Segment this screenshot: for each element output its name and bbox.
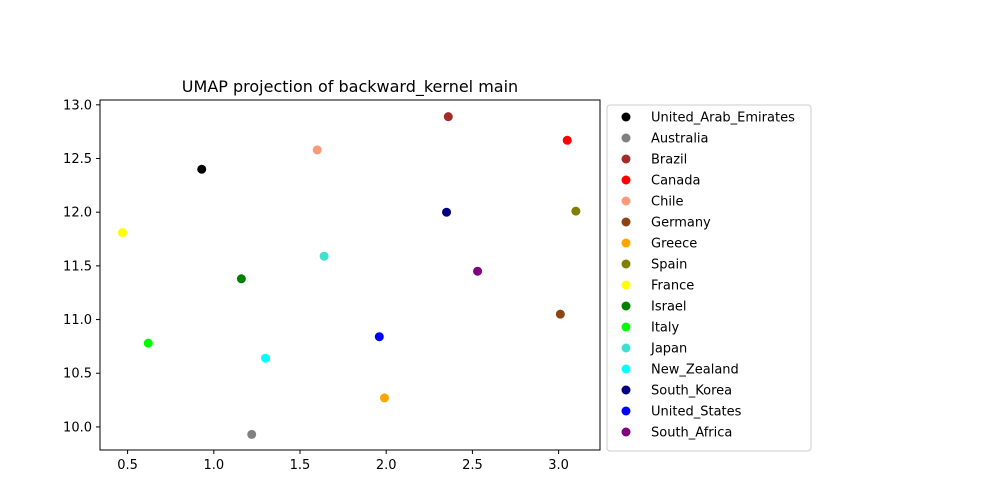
data-point xyxy=(261,353,271,363)
legend-marker xyxy=(621,217,631,227)
legend-label: New_Zealand xyxy=(651,363,739,378)
data-point xyxy=(312,145,322,155)
legend-marker xyxy=(621,196,631,206)
legend-label: Chile xyxy=(651,195,684,210)
legend-label: Spain xyxy=(651,258,687,273)
data-point xyxy=(473,266,483,276)
legend-marker xyxy=(621,364,631,374)
legend-marker xyxy=(621,427,631,437)
x-tick-label: 1.0 xyxy=(203,458,224,473)
data-point xyxy=(562,135,572,145)
legend-label: Canada xyxy=(651,174,700,189)
data-point xyxy=(247,429,257,439)
chart-title: UMAP projection of backward_kernel main xyxy=(182,77,518,97)
data-point xyxy=(374,332,384,342)
y-tick-label: 10.5 xyxy=(63,367,92,382)
legend-marker xyxy=(621,175,631,185)
y-tick-label: 11.0 xyxy=(63,313,92,328)
y-axis: 10.0 10.5 11.0 11.5 12.0 12.5 13.0 xyxy=(63,98,100,435)
x-tick-label: 3.0 xyxy=(548,458,569,473)
legend-marker xyxy=(621,301,631,311)
data-point xyxy=(443,112,453,122)
y-tick-label: 11.5 xyxy=(63,259,92,274)
data-point xyxy=(571,206,581,216)
y-tick-label: 12.5 xyxy=(63,152,92,167)
legend-label: South_Africa xyxy=(651,426,732,441)
y-tick-label: 13.0 xyxy=(63,98,92,113)
legend-marker xyxy=(621,154,631,164)
legend-label: South_Korea xyxy=(651,384,732,399)
legend-label: Italy xyxy=(651,321,680,336)
legend-marker xyxy=(621,322,631,332)
data-point xyxy=(555,309,565,319)
x-tick-label: 2.5 xyxy=(462,458,483,473)
x-axis: 0.5 1.0 1.5 2.0 2.5 3.0 xyxy=(117,450,569,473)
legend-label: Japan xyxy=(650,342,687,357)
data-point xyxy=(197,164,207,174)
data-point xyxy=(379,393,389,403)
legend-label: Australia xyxy=(651,132,709,147)
legend-marker xyxy=(621,112,631,122)
legend: United_Arab_Emirates Australia Brazil Canad… xyxy=(606,104,812,452)
legend-marker xyxy=(621,133,631,143)
legend-label: United_Arab_Emirates xyxy=(651,111,795,126)
data-point xyxy=(236,274,246,284)
data-point xyxy=(442,207,452,217)
y-tick-label: 10.0 xyxy=(63,420,92,435)
legend-marker xyxy=(621,259,631,269)
legend-label: Brazil xyxy=(651,153,687,168)
x-tick-label: 2.0 xyxy=(376,458,397,473)
data-point xyxy=(319,251,329,261)
data-point xyxy=(143,338,153,348)
legend-label: Israel xyxy=(651,300,687,315)
legend-marker xyxy=(621,406,631,416)
legend-marker xyxy=(621,343,631,353)
legend-label: United_States xyxy=(651,405,742,420)
legend-frame xyxy=(606,104,812,452)
data-point xyxy=(117,228,127,238)
legend-label: Greece xyxy=(651,237,697,252)
legend-marker xyxy=(621,238,631,248)
legend-label: Germany xyxy=(651,216,711,231)
plot-area-frame xyxy=(99,99,601,451)
x-tick-label: 0.5 xyxy=(117,458,138,473)
y-tick-label: 12.0 xyxy=(63,206,92,221)
x-tick-label: 1.5 xyxy=(290,458,311,473)
legend-marker xyxy=(621,280,631,290)
legend-marker xyxy=(621,385,631,395)
data-points xyxy=(117,112,581,439)
legend-label: France xyxy=(651,279,694,294)
